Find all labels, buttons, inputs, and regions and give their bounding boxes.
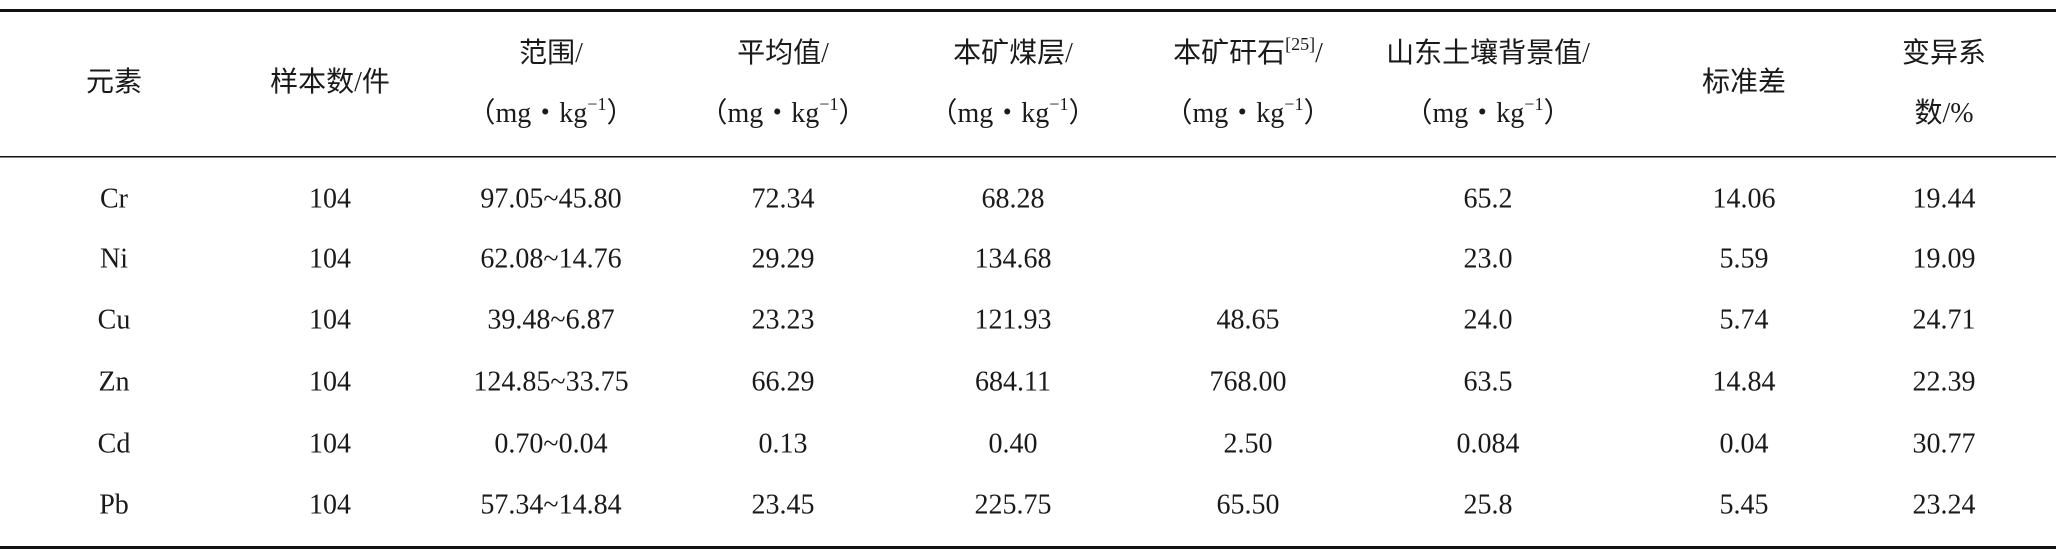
data-cell: 22.39: [1913, 366, 1976, 397]
header-text: 数/%: [1914, 97, 1973, 129]
data-cell: 25.8: [1464, 489, 1513, 520]
header-text: 本矿矸石: [1173, 37, 1285, 69]
header-text: ）: [1543, 97, 1571, 129]
header-text: （mg・kg: [700, 97, 820, 129]
element-cell: Cr: [100, 183, 129, 214]
header-text: 平均值/: [737, 37, 829, 69]
header-cell: （mg・kg−1）: [930, 94, 1097, 129]
top-rule: [0, 9, 2056, 12]
data-cell: 97.05~45.80: [480, 183, 621, 214]
header-text: 元素: [86, 66, 142, 98]
data-cell: 0.70~0.04: [494, 428, 607, 459]
header-cell: （mg・kg−1）: [468, 94, 635, 129]
data-cell: 30.77: [1913, 428, 1976, 459]
data-cell: 104: [309, 366, 351, 397]
data-cell: 768.00: [1210, 366, 1287, 397]
data-cell: 65.2: [1464, 183, 1513, 214]
header-text: 山东土壤背景值/: [1386, 37, 1590, 69]
data-cell: 24.71: [1913, 304, 1976, 335]
header-rule: [0, 156, 2056, 158]
data-cell: 5.74: [1720, 304, 1769, 335]
data-cell: 0.40: [989, 428, 1038, 459]
header-text: 样本数/件: [270, 66, 390, 98]
data-cell: 124.85~33.75: [473, 366, 628, 397]
header-text: ）: [838, 97, 866, 129]
header-text: 范围/: [519, 37, 583, 69]
superscript: −1: [819, 94, 838, 114]
header-text: 标准差: [1702, 66, 1786, 98]
superscript: −1: [1049, 94, 1068, 114]
data-cell: 24.0: [1464, 304, 1513, 335]
data-cell: 72.34: [752, 183, 815, 214]
data-cell: 66.29: [752, 366, 815, 397]
header-text: （mg・kg: [930, 97, 1050, 129]
header-cell: （mg・kg−1）: [1405, 94, 1572, 129]
header-cell: 平均值/: [737, 37, 829, 69]
data-cell: 104: [309, 428, 351, 459]
data-cell: 63.5: [1464, 366, 1513, 397]
header-cell: （mg・kg−1）: [700, 94, 867, 129]
bottom-rule: [0, 546, 2056, 549]
header-cell: 样本数/件: [270, 66, 390, 98]
header-cell: （mg・kg−1）: [1165, 94, 1332, 129]
data-cell: 62.08~14.76: [480, 243, 621, 274]
header-cell: 本矿煤层/: [953, 37, 1073, 69]
header-cell: 标准差: [1702, 66, 1786, 98]
header-cell: 元素: [86, 66, 142, 98]
header-text: ）: [1303, 97, 1331, 129]
data-cell: 48.65: [1217, 304, 1280, 335]
header-text: （mg・kg: [1165, 97, 1285, 129]
data-cell: 19.44: [1913, 183, 1976, 214]
header-text: （mg・kg: [468, 97, 588, 129]
data-cell: 104: [309, 489, 351, 520]
data-cell: 104: [309, 304, 351, 335]
element-cell: Pb: [99, 489, 129, 520]
data-cell: 19.09: [1913, 243, 1976, 274]
data-cell: 14.84: [1713, 366, 1776, 397]
data-cell: 23.23: [752, 304, 815, 335]
superscript: [25]: [1285, 34, 1315, 54]
header-text: /: [1315, 38, 1323, 69]
data-cell: 225.75: [975, 489, 1052, 520]
data-cell: 39.48~6.87: [487, 304, 614, 335]
data-cell: 0.13: [759, 428, 808, 459]
element-cell: Cu: [98, 304, 131, 335]
element-cell: Cd: [98, 428, 131, 459]
header-cell: 数/%: [1914, 97, 1973, 129]
data-cell: 104: [309, 183, 351, 214]
header-cell: 山东土壤背景值/: [1386, 37, 1590, 69]
superscript: −1: [587, 94, 606, 114]
element-cell: Zn: [98, 366, 129, 397]
header-cell: 本矿矸石[25]/: [1173, 34, 1323, 69]
data-cell: 29.29: [752, 243, 815, 274]
element-cell: Ni: [100, 243, 128, 274]
header-text: ）: [1068, 97, 1096, 129]
data-cell: 68.28: [982, 183, 1045, 214]
data-cell: 65.50: [1217, 489, 1280, 520]
data-cell: 23.24: [1913, 489, 1976, 520]
data-cell: 23.0: [1464, 243, 1513, 274]
data-cell: 14.06: [1713, 183, 1776, 214]
header-text: 变异系: [1902, 37, 1986, 69]
data-cell: 104: [309, 243, 351, 274]
data-cell: 684.11: [975, 366, 1051, 397]
header-text: 本矿煤层/: [953, 37, 1073, 69]
data-cell: 134.68: [975, 243, 1052, 274]
data-cell: 0.04: [1720, 428, 1769, 459]
superscript: −1: [1284, 94, 1303, 114]
data-cell: 57.34~14.84: [480, 489, 621, 520]
data-cell: 2.50: [1224, 428, 1273, 459]
header-text: （mg・kg: [1405, 97, 1525, 129]
header-cell: 范围/: [519, 37, 583, 69]
data-cell: 121.93: [975, 304, 1052, 335]
header-cell: 变异系: [1902, 37, 1986, 69]
header-text: ）: [606, 97, 634, 129]
data-cell: 0.084: [1457, 428, 1520, 459]
data-cell: 5.45: [1720, 489, 1769, 520]
data-cell: 5.59: [1720, 243, 1769, 274]
data-cell: 23.45: [752, 489, 815, 520]
superscript: −1: [1524, 94, 1543, 114]
